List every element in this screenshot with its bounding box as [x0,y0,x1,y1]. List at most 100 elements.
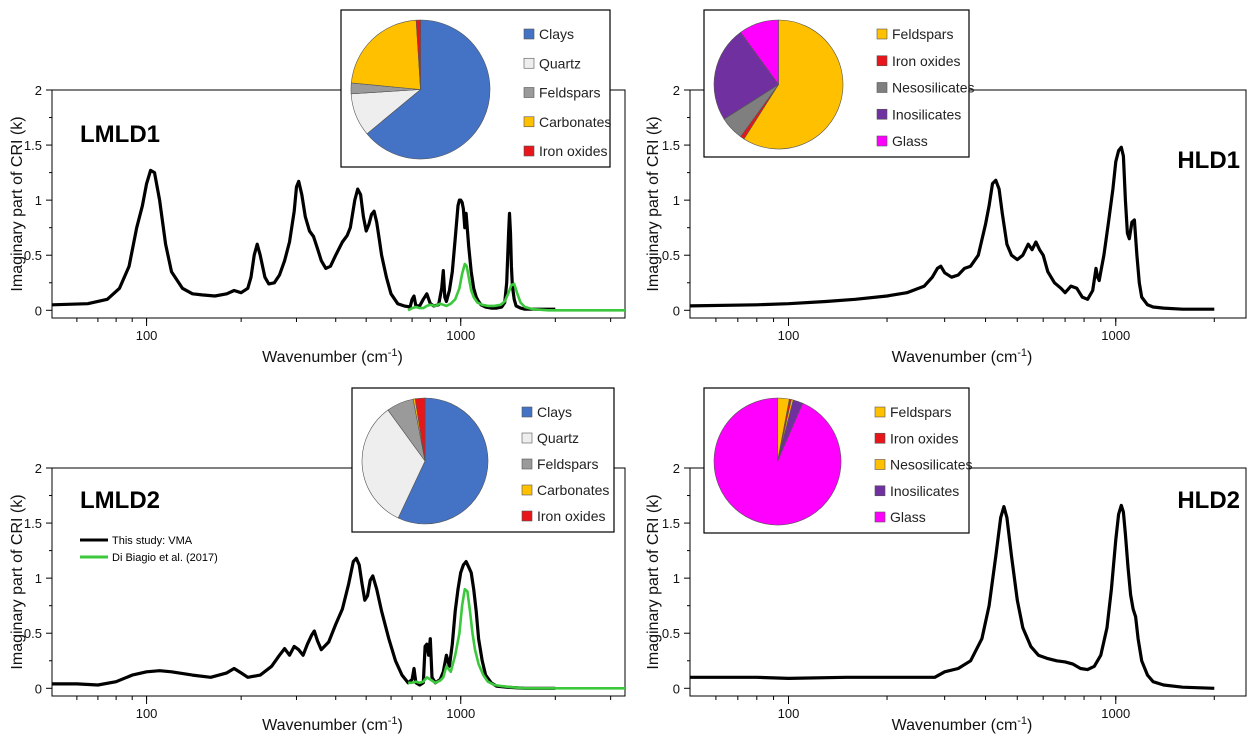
y-tick-label: 1 [35,193,42,208]
x-tick-label: 100 [136,706,158,721]
pie-legend-label: Glass [892,133,928,149]
pie-legend-label: Iron oxides [892,53,960,69]
panel-title: LMLD2 [80,487,160,514]
panel-title: HLD1 [1177,147,1240,174]
pie-legend-swatch [874,406,886,418]
series-line-study [52,556,556,690]
legend-label-biagio: Di Biagio et al. (2017) [112,552,218,564]
pie-legend-swatch [876,108,888,120]
pie-legend-label: Feldspars [890,404,951,420]
pie-legend-swatch [523,87,535,98]
y-tick-label: 2 [673,461,680,476]
x-tick-label: 100 [136,328,158,343]
plot-frame [51,467,626,697]
pie-legend-swatch [521,432,533,444]
pie-legend-label: Quartz [539,55,581,71]
pie-legend-label: Feldspars [539,85,600,101]
pie-slice [366,19,491,160]
y-tick-label: 1.5 [24,138,42,153]
pie-slice [713,31,779,120]
pie-slice [713,397,842,526]
pie-legend-label: Feldspars [892,26,953,42]
x-tick-label: 1000 [1101,706,1130,721]
chart-panel-3: 100 1000 0 0.5 1 1.5 2 Wavenumber (cm-1) Imagina… [9,387,626,734]
series-line-study [690,503,1215,690]
pie-legend-swatch [521,458,533,470]
pie-legend-swatch [523,116,535,128]
x-tick-label: 1000 [446,328,475,343]
x-tick-label: 100 [778,328,800,343]
pie-legend-label: Iron oxides [537,508,605,524]
x-axis-label: Wavenumber (cm-1) [892,715,1033,734]
chart-panel-2: 100 1000 0 0.5 1 1.5 2 Wavenumber (cm-1) Imagina… [645,9,1247,366]
pie-legend-swatch [523,57,535,69]
pie-legend-swatch [521,406,533,418]
y-axis-label: Imaginary part of CRI (k) [9,494,26,669]
y-tick-label: 2 [35,83,42,98]
y-axis-label: Imaginary part of CRI (k) [645,116,662,291]
x-axis-label: Wavenumber (cm-1) [262,347,403,366]
panel-title: LMLD1 [80,121,160,148]
x-tick-label: 1000 [1101,328,1130,343]
pie-legend-label: Nesosilicates [892,80,974,96]
pie-legend-label: Iron oxides [890,430,958,446]
y-tick-label: 0 [673,681,680,696]
pie-legend-swatch [521,510,533,522]
pie-legend-label: Inosilicates [892,106,961,122]
y-axis-label: Imaginary part of CRI (k) [645,494,662,669]
pie-legend-label: Feldspars [537,456,598,472]
x-tick-label: 100 [778,706,800,721]
y-axis-label: Imaginary part of CRI (k) [9,116,26,291]
pie-slice [415,19,421,90]
panel-title: HLD2 [1177,487,1240,514]
series-line-study [52,168,556,311]
pie-legend-label: Carbonates [537,482,609,498]
series-line-study [690,145,1215,311]
pie-legend-label: Carbonates [539,114,611,130]
pie-slice [350,19,421,90]
y-tick-label: 2 [35,461,42,476]
y-tick-label: 0.5 [662,626,680,641]
pie-slice [361,409,426,519]
x-tick-label: 1000 [446,706,475,721]
y-tick-label: 0 [673,303,680,318]
pie-legend-swatch [874,432,886,444]
pie-legend-swatch [876,135,888,147]
y-tick-label: 1.5 [24,516,42,531]
pie-legend-swatch [876,28,888,40]
x-axis-label: Wavenumber (cm-1) [892,347,1033,366]
pie-legend-swatch [876,55,888,67]
pie-legend-label: Clays [539,26,574,42]
chart-panel-4: 100 1000 0 0.5 1 1.5 2 Wavenumber (cm-1) Imagina… [645,387,1247,734]
x-axis-label: Wavenumber (cm-1) [262,715,403,734]
pie-slice [397,397,489,525]
pie-legend-swatch [876,82,888,93]
pie-legend-swatch [874,511,886,523]
series-line-biagio [407,262,625,312]
pie-legend-label: Inosilicates [890,483,959,499]
y-tick-label: 1.5 [662,516,680,531]
pie-slice [414,397,426,462]
y-tick-label: 2 [673,83,680,98]
pie-legend-label: Iron oxides [539,143,607,159]
legend-label-study: This study: VMA [112,535,193,547]
y-tick-label: 0 [35,681,42,696]
pie-legend-label: Quartz [537,430,579,446]
y-tick-label: 0.5 [24,626,42,641]
pie-slice [743,19,844,150]
pie-legend-label: Clays [537,404,572,420]
y-tick-label: 1 [673,193,680,208]
pie-slice [740,19,779,86]
pie-legend-label: Glass [890,509,926,525]
pie-legend-swatch [523,28,535,40]
y-tick-label: 0.5 [24,248,42,263]
pie-legend-swatch [874,459,886,470]
pie-legend-swatch [874,485,886,497]
pie-legend-label: Nesosilicates [890,457,972,473]
plot-frame [51,89,626,319]
y-tick-label: 0 [35,303,42,318]
pie-legend-swatch [521,484,533,496]
pie-legend-swatch [523,145,535,157]
series-line-biagio [408,587,625,690]
